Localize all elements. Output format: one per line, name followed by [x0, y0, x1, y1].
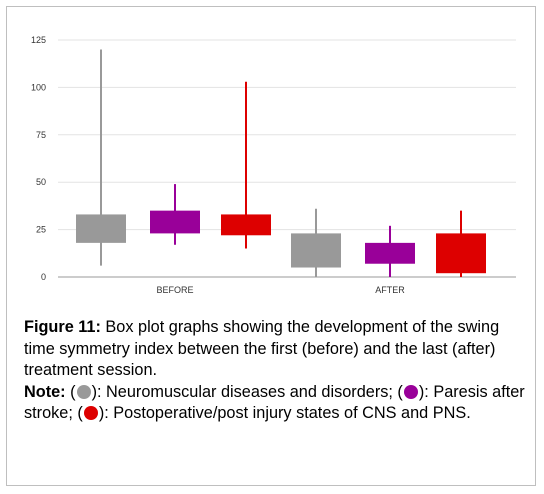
- x-tick-label: BEFORE: [156, 285, 193, 295]
- figure-caption-text: Box plot graphs showing the development …: [24, 318, 500, 379]
- y-tick-label: 25: [36, 225, 46, 235]
- note-label: Note:: [24, 382, 66, 401]
- figure-label: Figure 11:: [24, 318, 101, 336]
- y-tick-label: 100: [31, 82, 46, 92]
- note-text-stroke: ): Paresis after stroke; (: [24, 382, 525, 423]
- y-tick-label: 50: [36, 177, 46, 187]
- x-tick-label: AFTER: [375, 285, 405, 295]
- gray-legend-dot-icon: [76, 384, 91, 399]
- y-tick-label: 75: [36, 130, 46, 140]
- box: [76, 214, 126, 243]
- box-plot-chart: 0 25 50 75 100 125 BEFORE AFTER: [31, 35, 516, 295]
- red-legend-dot-icon: [83, 406, 98, 420]
- box: [221, 214, 271, 236]
- purple-legend-dot-icon: [403, 384, 418, 399]
- y-tick-label: 125: [31, 35, 46, 45]
- note-text-neuromuscular: ): Neuromuscular diseases and disorders;…: [91, 382, 403, 401]
- note-text-postoperative: ): Postoperative/post injury states of C…: [98, 404, 471, 422]
- box: [291, 233, 341, 268]
- note-open-paren: (: [65, 382, 76, 401]
- box: [150, 210, 200, 234]
- y-tick-label: 0: [41, 272, 46, 282]
- box: [436, 233, 486, 274]
- figure-caption: Figure 11: Box plot graphs showing the d…: [24, 317, 532, 425]
- box: [365, 242, 415, 264]
